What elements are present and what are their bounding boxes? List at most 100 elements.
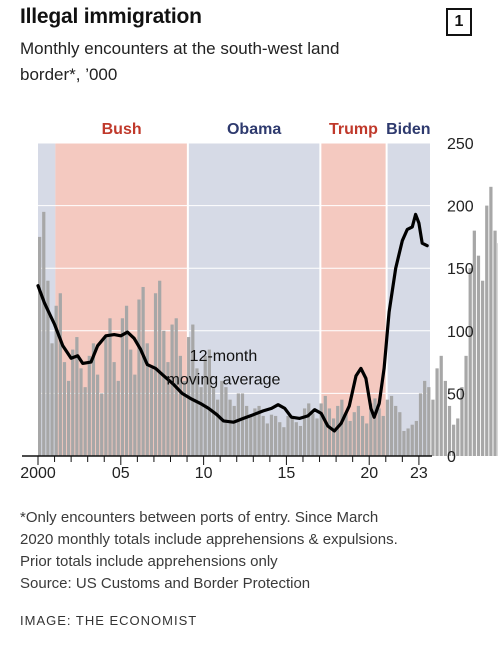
monthly-bar — [452, 424, 456, 456]
monthly-bar — [431, 399, 435, 456]
monthly-bar — [54, 305, 58, 456]
monthly-bar — [141, 286, 145, 456]
monthly-bar — [315, 418, 319, 456]
monthly-bar — [360, 415, 365, 456]
monthly-bar — [95, 374, 100, 456]
moving-average-line — [36, 212, 429, 433]
administration-label-biden: Biden — [386, 121, 430, 138]
monthly-bar — [46, 280, 50, 456]
monthly-bar — [162, 330, 166, 456]
monthly-bar — [232, 405, 236, 456]
monthly-bar — [87, 355, 91, 456]
moving-average-annotation: 12-month — [190, 348, 258, 365]
monthly-bar — [124, 305, 129, 456]
monthly-bar — [273, 415, 278, 456]
image-credit: IMAGE: THE ECONOMIST — [20, 613, 198, 628]
monthly-bar — [344, 412, 348, 456]
monthly-bar — [166, 362, 170, 456]
monthly-bar — [481, 280, 485, 456]
monthly-bar — [133, 374, 137, 456]
monthly-bar — [278, 422, 282, 456]
monthly-bar — [71, 349, 75, 456]
footnote: *Only encounters between ports of entry.… — [20, 507, 440, 595]
monthly-bar — [79, 368, 83, 456]
source-line: Source: US Customs and Border Protection — [20, 575, 311, 592]
monthly-bar — [340, 399, 344, 456]
monthly-bar — [137, 299, 141, 456]
monthly-bar — [290, 415, 294, 456]
x-tick-label: 23 — [410, 465, 428, 482]
monthly-bar — [153, 293, 158, 456]
monthly-bar — [108, 318, 112, 456]
monthly-bar — [385, 399, 390, 456]
monthly-bar — [216, 399, 220, 456]
monthly-bar — [145, 343, 149, 456]
footnote-line: 2020 monthly totals include apprehension… — [20, 531, 398, 548]
monthly-bar — [447, 405, 452, 456]
monthly-bar — [402, 430, 406, 456]
monthly-bar — [472, 230, 476, 456]
monthly-bar — [286, 415, 290, 456]
monthly-bar — [394, 405, 398, 456]
monthly-bar — [456, 418, 460, 456]
monthly-bar — [66, 380, 71, 456]
monthly-bar — [58, 293, 62, 456]
monthly-bar — [178, 355, 182, 456]
monthly-bar — [104, 337, 108, 456]
x-tick-label: 2000 — [20, 465, 56, 482]
y-tick-label: 200 — [447, 199, 474, 216]
monthly-bar — [348, 420, 352, 456]
monthly-bar — [319, 403, 323, 456]
monthly-bar — [468, 268, 472, 456]
footnote-line: Prior totals include apprehensions only — [20, 553, 278, 570]
monthly-bar — [269, 414, 274, 456]
monthly-bar — [195, 368, 199, 456]
monthly-bar — [265, 423, 269, 456]
monthly-bar — [381, 415, 385, 456]
monthly-bar — [62, 362, 67, 456]
monthly-bar — [191, 324, 195, 456]
monthly-bar — [149, 368, 154, 456]
monthly-bar — [75, 337, 79, 456]
footnote-line: *Only encounters between ports of entry.… — [20, 509, 379, 526]
monthly-bar — [302, 408, 307, 456]
monthly-bar — [323, 395, 327, 456]
monthly-bar — [298, 425, 303, 456]
monthly-bar — [427, 387, 431, 456]
monthly-bar — [489, 186, 493, 456]
monthly-bar — [112, 362, 116, 456]
monthly-bar — [311, 413, 315, 456]
monthly-bar — [257, 405, 261, 456]
monthly-bar — [414, 420, 418, 456]
monthly-bar — [211, 387, 216, 456]
monthly-bar — [365, 423, 369, 456]
monthly-bar — [158, 280, 162, 456]
x-tick-label: 15 — [278, 465, 296, 482]
monthly-bar — [493, 230, 497, 456]
monthly-bar — [116, 380, 120, 456]
chart-number-badge: 1 — [446, 8, 472, 36]
monthly-bar — [443, 380, 447, 456]
monthly-bar — [199, 387, 203, 456]
monthly-bar — [377, 408, 381, 456]
moving-average-annotation: moving average — [167, 372, 281, 389]
monthly-bar — [356, 405, 361, 456]
monthly-bar — [245, 405, 249, 456]
monthly-bar — [418, 393, 423, 456]
monthly-bar — [129, 349, 133, 456]
y-tick-label: 250 — [447, 136, 474, 153]
monthly-bar — [398, 412, 402, 456]
monthly-bar — [170, 324, 174, 456]
monthly-bar — [460, 387, 464, 456]
x-tick-label: 10 — [195, 465, 213, 482]
monthly-bar — [327, 408, 332, 456]
monthly-bar — [249, 415, 253, 456]
monthly-bar — [207, 349, 211, 456]
y-tick-label: 150 — [447, 261, 474, 278]
x-tick-label: 20 — [360, 465, 378, 482]
monthly-bar — [410, 424, 414, 456]
monthly-bar — [50, 343, 54, 456]
monthly-bar — [261, 415, 265, 456]
monthly-bar — [435, 368, 439, 456]
chart-title: Illegal immigration — [20, 5, 202, 28]
